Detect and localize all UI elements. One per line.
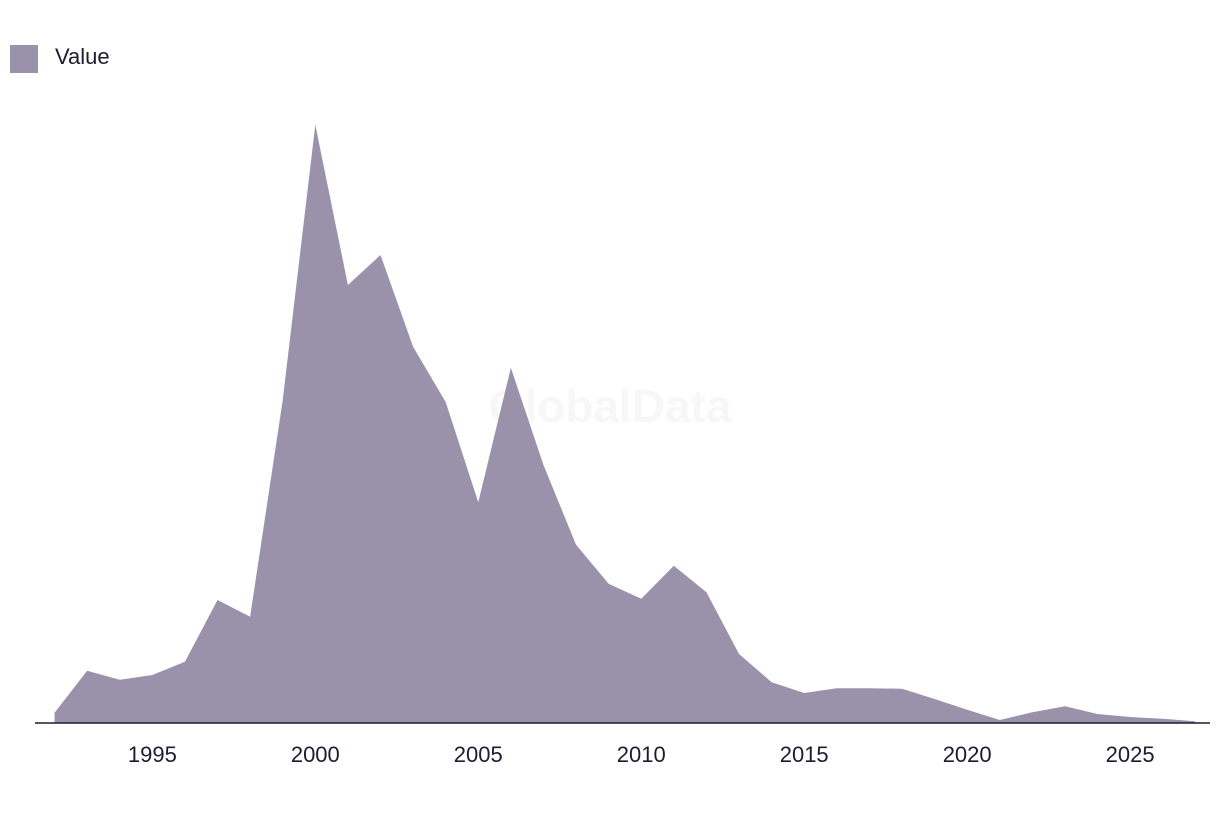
legend-swatch (10, 45, 38, 73)
x-tick-label: 2005 (454, 742, 503, 767)
x-tick-label: 2010 (617, 742, 666, 767)
x-tick-label: 2025 (1106, 742, 1155, 767)
x-tick-label: 2015 (780, 742, 829, 767)
area (54, 124, 1196, 724)
legend-label: Value (55, 44, 110, 69)
x-tick-label: 2000 (291, 742, 340, 767)
x-tick-label: 1995 (128, 742, 177, 767)
x-tick-label: 2020 (943, 742, 992, 767)
